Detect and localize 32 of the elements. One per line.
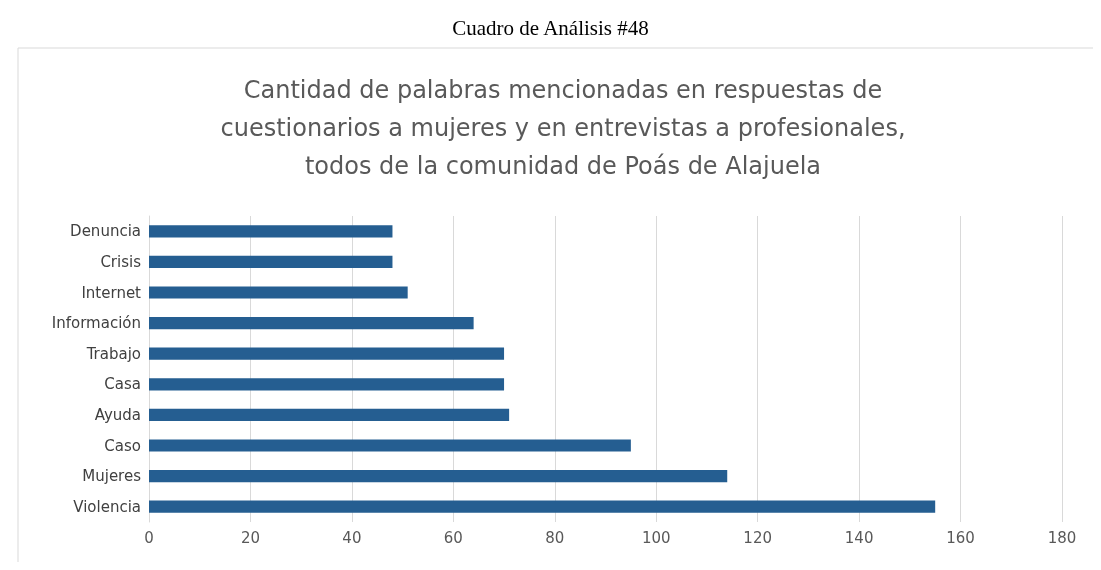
y-tick-label: Casa [104, 375, 141, 394]
y-tick-label: Violencia [73, 497, 141, 516]
x-tick-label: 40 [342, 528, 362, 547]
y-tick-label: Crisis [100, 252, 142, 271]
y-tick-label: Denuncia [70, 222, 141, 241]
bar [149, 378, 505, 391]
x-tick-label: 20 [240, 528, 260, 547]
bar [149, 316, 474, 330]
y-tick-label: Internet [81, 283, 142, 302]
bar [149, 469, 728, 483]
x-tick-label: 0 [144, 528, 154, 547]
x-tick-label: 60 [443, 528, 463, 547]
bar [149, 347, 505, 360]
y-tick-label: Ayuda [94, 405, 141, 424]
chart-subtitle: Cantidad de palabras mencionadas en respuestas de cuestionarios a mujeres y en entrevistas a profesionales, todos de la comunidad de Poás de Alajuela [220, 76, 906, 180]
x-tick-label: 180 [1047, 528, 1077, 547]
y-tick-label: Trabajo [85, 344, 141, 363]
x-tick-label: 120 [743, 528, 772, 547]
bar [149, 225, 393, 238]
bar [149, 408, 510, 422]
x-tick-label: 160 [946, 528, 975, 547]
y-tick-label: Caso [104, 436, 141, 455]
x-tick-label: 80 [545, 528, 565, 547]
x-tick-label: 100 [641, 528, 671, 547]
bar [149, 439, 631, 452]
y-tick-label: Información [51, 314, 141, 333]
bar [149, 255, 393, 269]
bar [149, 500, 936, 513]
y-tick-label: Mujeres [82, 467, 142, 486]
x-tick-label: 140 [844, 528, 874, 547]
bar [149, 286, 408, 299]
chart-title: Cuadro de Análisis #48 [452, 15, 649, 40]
